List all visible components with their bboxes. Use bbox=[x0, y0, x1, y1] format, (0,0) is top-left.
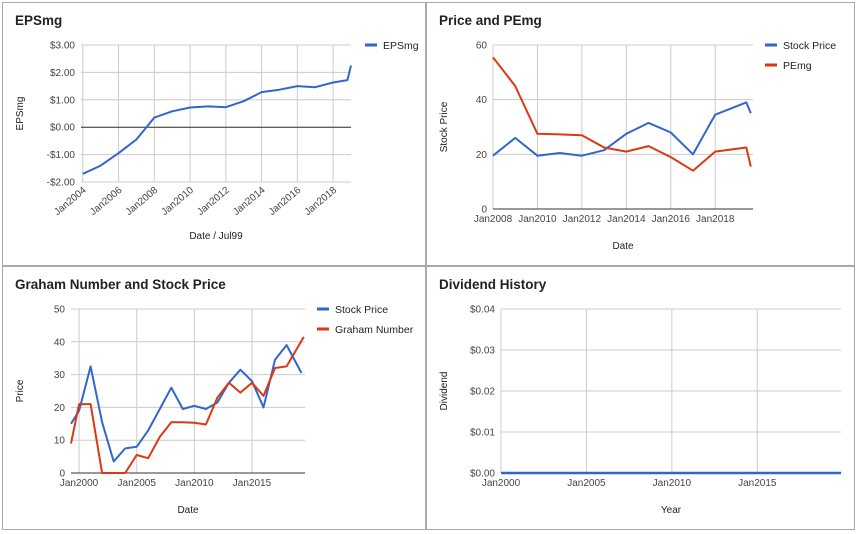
epsmg-chart-panel: EPSmg $3.00 $2.00 $1.00 $0.00 -$1.00 -$2.00 Jan… bbox=[2, 2, 426, 266]
chart-2-title: Graham Number and Stock Price bbox=[15, 277, 226, 292]
chart-0-series-line-0 bbox=[82, 65, 352, 175]
chart-3-ytick-label: $0.01 bbox=[470, 428, 495, 439]
chart-1-legend-label: Stock Price bbox=[783, 40, 836, 52]
chart-1-xtick-label: Jan2018 bbox=[696, 214, 735, 225]
chart-3-xtick-label: Jan2010 bbox=[653, 478, 692, 489]
chart-2-xtick-label: Jan2005 bbox=[118, 478, 157, 489]
chart-1-xtick-label: Jan2012 bbox=[563, 214, 602, 225]
chart-0-yaxis-label: EPSmg bbox=[15, 97, 26, 131]
chart-3-ytick-label: $0.04 bbox=[470, 305, 495, 316]
chart-0-xtick-label: Jan2004 bbox=[52, 185, 89, 218]
chart-1-legend-label: PEmg bbox=[783, 60, 812, 72]
chart-3-svg: Dividend History $0.00 $0.01 $0.02 $0.03 $0.0… bbox=[439, 277, 841, 516]
chart-1-xtick-label: Jan2016 bbox=[652, 214, 691, 225]
chart-2-ytick-label: 50 bbox=[54, 305, 66, 316]
graham-number-chart-panel: Graham Number and Stock Price 0 10 20 30 40 50… bbox=[2, 266, 426, 530]
chart-3-title: Dividend History bbox=[439, 277, 547, 292]
chart-1-ytick-label: 40 bbox=[476, 95, 488, 106]
chart-0-xtick-label: Jan2010 bbox=[160, 185, 197, 218]
chart-1-ytick-label: 0 bbox=[481, 205, 487, 216]
chart-0-ytick-label: $3.00 bbox=[50, 41, 75, 52]
chart-1-series-line-0 bbox=[492, 101, 752, 157]
chart-3-xaxis-label: Year bbox=[661, 505, 682, 516]
chart-3-ytick-label: $0.02 bbox=[470, 387, 495, 398]
chart-1-xtick-label: Jan2014 bbox=[607, 214, 646, 225]
chart-0-ytick-label: -$2.00 bbox=[47, 178, 76, 189]
chart-2-xaxis-label: Date bbox=[177, 505, 199, 516]
chart-2-legend-label: Stock Price bbox=[335, 304, 388, 316]
chart-2-ytick-label: 30 bbox=[54, 370, 66, 381]
chart-0-legend-label: EPSmg bbox=[383, 40, 419, 52]
chart-1-xtick-label: Jan2008 bbox=[474, 214, 513, 225]
chart-0-xtick-label: Jan2014 bbox=[231, 185, 268, 218]
chart-1-xtick-label: Jan2010 bbox=[518, 214, 557, 225]
chart-2-ytick-label: 0 bbox=[59, 469, 65, 480]
chart-2-xtick-label: Jan2015 bbox=[233, 478, 272, 489]
chart-1-yaxis-label: Stock Price bbox=[439, 101, 450, 152]
chart-1-ytick-label: 60 bbox=[476, 41, 488, 52]
chart-0-ytick-label: $2.00 bbox=[50, 68, 75, 79]
chart-3-xtick-label: Jan2005 bbox=[567, 478, 606, 489]
chart-1-title: Price and PEmg bbox=[439, 13, 542, 28]
chart-0-ytick-label: $0.00 bbox=[50, 123, 75, 134]
chart-0-ytick-label: $1.00 bbox=[50, 95, 75, 106]
price-pemg-chart-panel: Price and PEmg 0 20 40 60 Jan2008 Jan2010 Jan20… bbox=[426, 2, 855, 266]
chart-3-yaxis-label: Dividend bbox=[439, 372, 450, 411]
chart-1-ytick-label: 20 bbox=[476, 150, 488, 161]
chart-0-ytick-label: -$1.00 bbox=[47, 150, 76, 161]
chart-3-ytick-label: $0.03 bbox=[470, 346, 495, 357]
chart-0-xtick-label: Jan2016 bbox=[267, 185, 304, 218]
chart-3-xtick-label: Jan2015 bbox=[738, 478, 777, 489]
chart-0-xtick-label: Jan2012 bbox=[195, 185, 232, 218]
dividend-history-chart-panel: Dividend History $0.00 $0.01 $0.02 $0.03 $0.0… bbox=[426, 266, 855, 530]
chart-1-xaxis-label: Date bbox=[612, 241, 634, 252]
chart-2-ytick-label: 10 bbox=[54, 436, 66, 447]
chart-1-series-line-1 bbox=[492, 56, 752, 172]
chart-2-xtick-label: Jan2000 bbox=[60, 478, 99, 489]
chart-2-xtick-label: Jan2010 bbox=[175, 478, 214, 489]
chart-2-yaxis-label: Price bbox=[15, 379, 26, 402]
chart-0-xtick-label: Jan2018 bbox=[303, 185, 340, 218]
chart-1-svg: Price and PEmg 0 20 40 60 Jan2008 Jan2010 Jan20… bbox=[439, 13, 836, 252]
chart-2-legend-label: Graham Number bbox=[335, 324, 414, 336]
chart-0-svg: EPSmg$3.00$2.00$1.00$0.00-$1.00-$2.00Jan… bbox=[15, 13, 419, 242]
chart-2-ytick-label: 20 bbox=[54, 403, 66, 414]
chart-2-svg: Graham Number and Stock Price 0 10 20 30 40 50… bbox=[15, 277, 414, 516]
chart-0-xtick-label: Jan2008 bbox=[124, 185, 161, 218]
chart-2-series-line-1 bbox=[70, 336, 305, 474]
chart-2-series-line-0 bbox=[70, 344, 303, 463]
chart-3-ytick-label: $0.00 bbox=[470, 469, 495, 480]
chart-2-ytick-label: 40 bbox=[54, 337, 66, 348]
chart-0-xtick-label: Jan2006 bbox=[88, 185, 125, 218]
chart-0-xaxis-label: Date / Jul99 bbox=[189, 231, 243, 242]
chart-3-xtick-label: Jan2000 bbox=[482, 478, 521, 489]
chart-0-title: EPSmg bbox=[15, 13, 62, 28]
